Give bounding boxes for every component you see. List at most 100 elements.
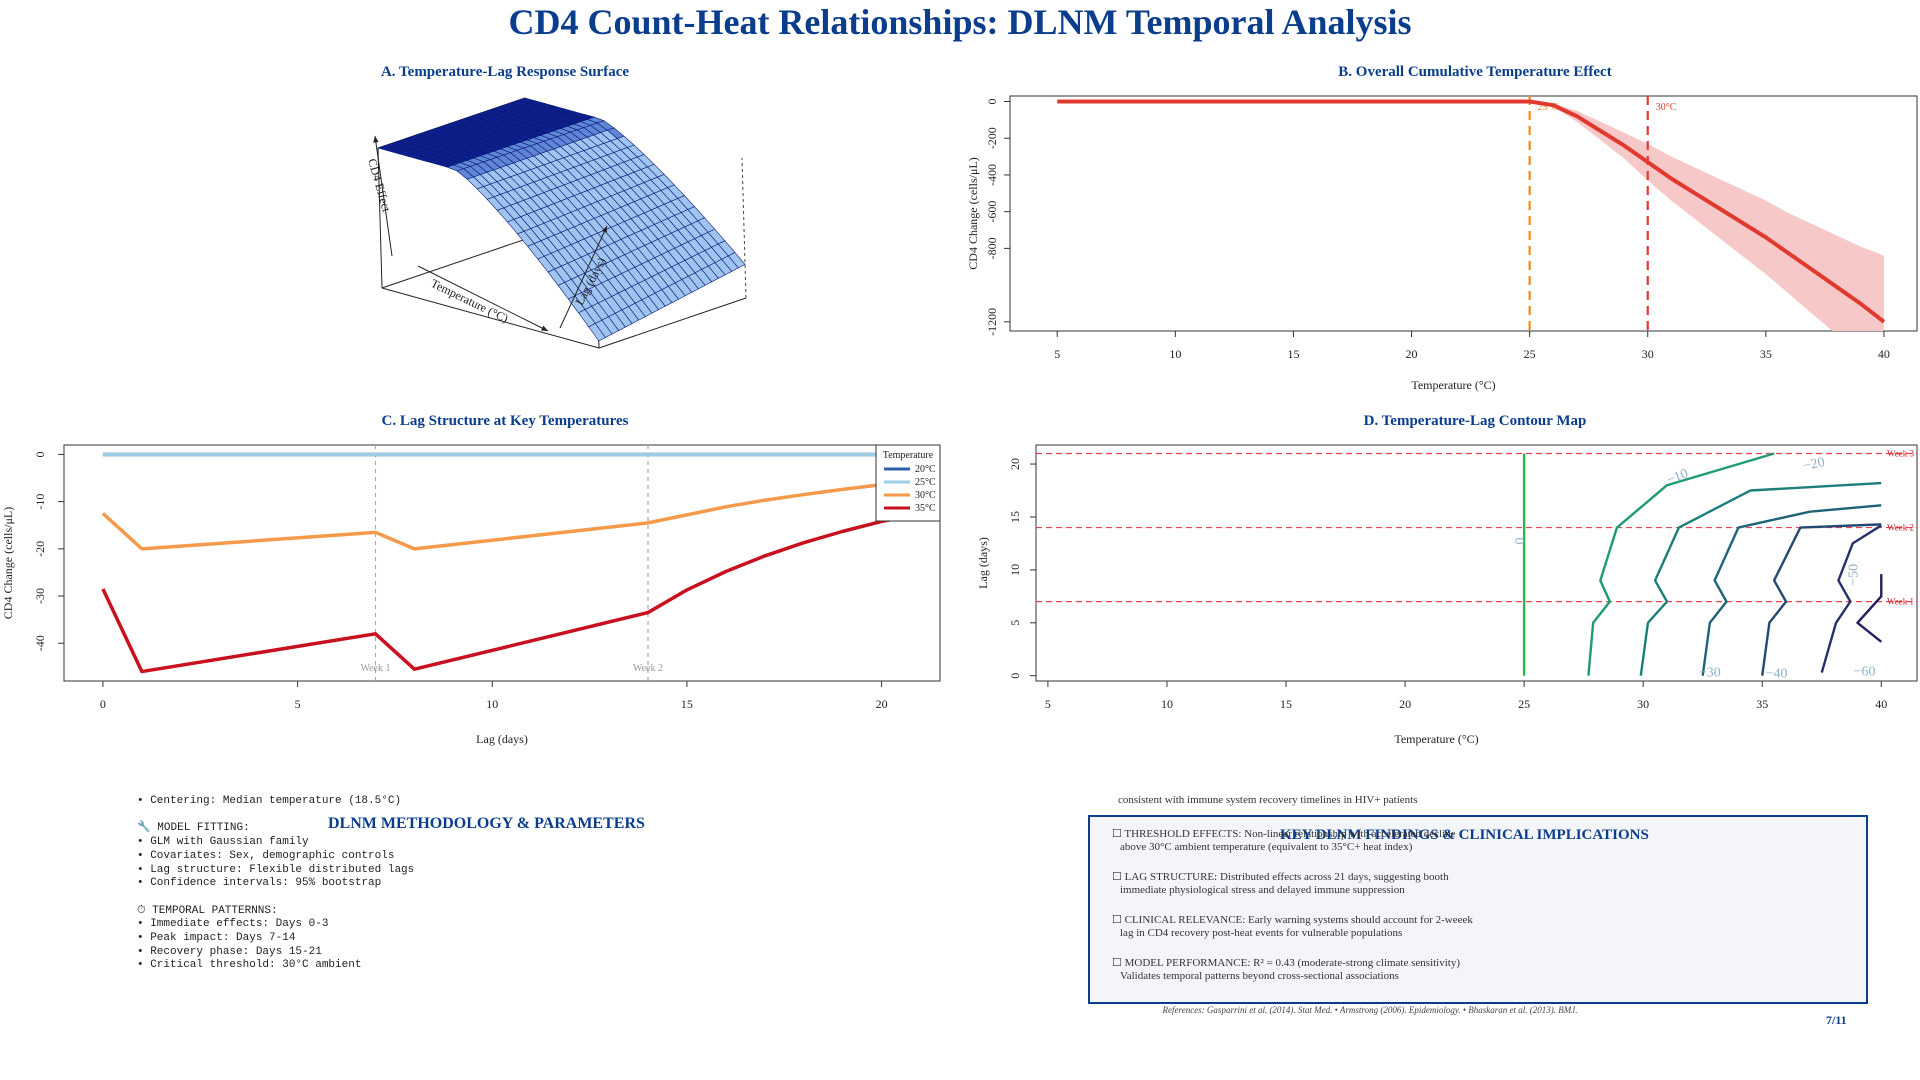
methodology-line: • Recovery phase: Days 15-21 xyxy=(137,945,322,958)
panel-a-surface-plot: Temperature (°C) Lag (days)CD4 Effect xyxy=(365,97,747,349)
y-tick-label: -400 xyxy=(985,164,999,186)
x-tick-label: 5 xyxy=(1045,697,1051,711)
contour-line xyxy=(1761,523,1882,676)
legend-entry: 25°C xyxy=(915,477,936,488)
contour-label: −50 xyxy=(1846,564,1861,586)
threshold-label: 25°C xyxy=(1538,102,1559,113)
y-tick-label: -800 xyxy=(985,237,999,259)
finding-line: ☐ LAG STRUCTURE: Distributed effects acr… xyxy=(1112,871,1449,883)
y-axis-label: Lag (days) xyxy=(976,537,990,589)
y-axis-arrow-head xyxy=(601,226,607,233)
legend-title: Temperature xyxy=(883,450,934,461)
references: References: Gasparrini et al. (2014). St… xyxy=(1162,1005,1578,1015)
methodology-line: • Peak impact: Days 7-14 xyxy=(137,932,296,944)
week-reference-label: Week 1 xyxy=(1887,597,1914,607)
y-tick-label: 15 xyxy=(1008,511,1022,523)
confidence-band xyxy=(1057,101,1884,331)
x-tick-label: 20 xyxy=(1399,697,1411,711)
panel-c-lag-chart: Week 1 Week 2 Temperature 20°C 25°C 30°C 35°C 0… xyxy=(1,444,941,746)
y-tick-label: 20 xyxy=(1008,458,1022,470)
methodology-line: • Critical threshold: 30°C ambient xyxy=(137,959,362,972)
series-line xyxy=(101,512,921,674)
box-edge xyxy=(381,237,530,289)
panel-d-contour-map: Week 1 Week 2 Week 3 0 −10 −20 −30 −40 −50 −60 5 10… xyxy=(976,444,1918,746)
page-title: CD4 Count-Heat Relationships: DLNM Tempo… xyxy=(508,2,1412,42)
week-reference-label: Week 2 xyxy=(1887,523,1914,533)
y-tick-label: -30 xyxy=(33,588,47,604)
contour-line xyxy=(1587,452,1775,676)
y-tick-label: 0 xyxy=(1008,673,1022,679)
contour-label: −30 xyxy=(1699,665,1721,680)
x-tick-label: 5 xyxy=(295,697,301,711)
page-number: 7/11 xyxy=(1826,1013,1847,1027)
x-tick-label: 10 xyxy=(1169,347,1181,361)
methodology-line: • Immediate effects: Days 0-3 xyxy=(137,918,329,931)
y-axis-arrow xyxy=(559,225,608,329)
x-tick-label: 35 xyxy=(1756,697,1768,711)
panel-c-title: C. Lag Structure at Key Temperatures xyxy=(381,413,629,429)
x-tick-label: 40 xyxy=(1875,697,1887,711)
contour-label: −20 xyxy=(1802,455,1827,474)
contour-label: −60 xyxy=(1854,664,1876,679)
findings-heading: KEY DLNM FINDINGS & CLINICAL IMPLICATION… xyxy=(1280,827,1649,843)
methodology-line: 🔧 MODEL FITTING: xyxy=(137,822,250,835)
methodology-line: ⏱ TEMPORAL PATTERNNS: xyxy=(137,904,278,917)
contour-line xyxy=(1856,574,1883,643)
box-edge-hidden xyxy=(741,157,747,299)
x-tick-label: 10 xyxy=(486,697,498,711)
contour-line xyxy=(1701,504,1882,676)
box-edge xyxy=(377,147,383,289)
methodology-heading: DLNM METHODOLOGY & PARAMETERS xyxy=(328,815,645,832)
y-tick-label: 0 xyxy=(33,451,47,457)
y-tick-label: -40 xyxy=(33,635,47,651)
y-tick-label: -1200 xyxy=(985,308,999,336)
x-tick-label: 20 xyxy=(876,697,888,711)
legend-entry: 30°C xyxy=(915,490,936,501)
box-edge xyxy=(598,297,747,349)
y-tick-label: 5 xyxy=(1008,620,1022,626)
methodology-line: • GLM with Gaussian family xyxy=(137,836,309,849)
x-axis-label: Lag (days) xyxy=(476,732,528,746)
z-axis-arrow-head xyxy=(373,136,379,143)
x-axis-label: Temperature (°C) xyxy=(1411,378,1495,392)
week-reference-label: Week 3 xyxy=(1887,448,1915,458)
finding-line: ☐ MODEL PERFORMANCE: R² = 0.43 (moderate… xyxy=(1112,957,1461,969)
panel-b-title: B. Overall Cumulative Temperature Effect xyxy=(1338,64,1612,80)
methodology-line: • Centering: Median temperature (18.5°C) xyxy=(137,795,402,807)
surface-facet xyxy=(517,97,536,104)
contour-line xyxy=(1639,481,1882,676)
y-tick-label: -200 xyxy=(985,127,999,149)
x-tick-label: 15 xyxy=(1287,347,1299,361)
y-tick-label: -20 xyxy=(33,541,47,557)
x-tick-label: 30 xyxy=(1642,347,1654,361)
x-tick-label: 20 xyxy=(1406,347,1418,361)
panel-b-cumulative-chart: 25°C 30°C 5 10 15 20 25 30 35 40 0 -200 -400 -600 -800… xyxy=(966,95,1918,392)
plot-frame xyxy=(63,444,941,682)
finding-line: above 30°C ambient temperature (equivale… xyxy=(1120,841,1413,853)
x-tick-label: 25 xyxy=(1524,347,1536,361)
legend-entry: 20°C xyxy=(915,464,936,475)
threshold-label: 30°C xyxy=(1656,102,1677,113)
x-tick-label: 0 xyxy=(100,697,106,711)
finding-line: ☐ THRESHOLD EFFECTS: Non-linear relation… xyxy=(1112,828,1456,840)
finding-line: immediate physiological stress and delay… xyxy=(1120,884,1405,896)
findings-pre-line: consistent with immune system recovery t… xyxy=(1118,794,1418,806)
methodology-line: • Confidence intervals: 95% bootstrap xyxy=(137,877,382,890)
x-tick-label: 5 xyxy=(1054,347,1060,361)
z-axis-arrow xyxy=(374,135,393,257)
x-axis-label: Temperature (°C) xyxy=(1394,732,1478,746)
week-marker-label: Week 2 xyxy=(633,663,663,674)
plot-frame xyxy=(1009,95,1918,332)
z-axis-label: CD4 Effect xyxy=(365,157,394,214)
y-axis-label: CD4 Change (cells/μL) xyxy=(1,507,15,619)
methodology-line: • Lag structure: Flexible distributed la… xyxy=(137,863,415,876)
x-tick-label: 15 xyxy=(1280,697,1292,711)
methodology-line: • Covariates: Sex, demographic controls xyxy=(137,849,395,862)
contour-line xyxy=(1820,524,1882,673)
box-edge xyxy=(381,287,600,349)
y-tick-label: 10 xyxy=(1008,564,1022,576)
y-axis-label: CD4 Change (cells/μL) xyxy=(966,157,980,269)
finding-line: lag in CD4 recovery post-heat events for… xyxy=(1120,927,1403,939)
y-tick-label: -10 xyxy=(33,494,47,510)
panel-d-title: D. Temperature-Lag Contour Map xyxy=(1363,413,1587,429)
